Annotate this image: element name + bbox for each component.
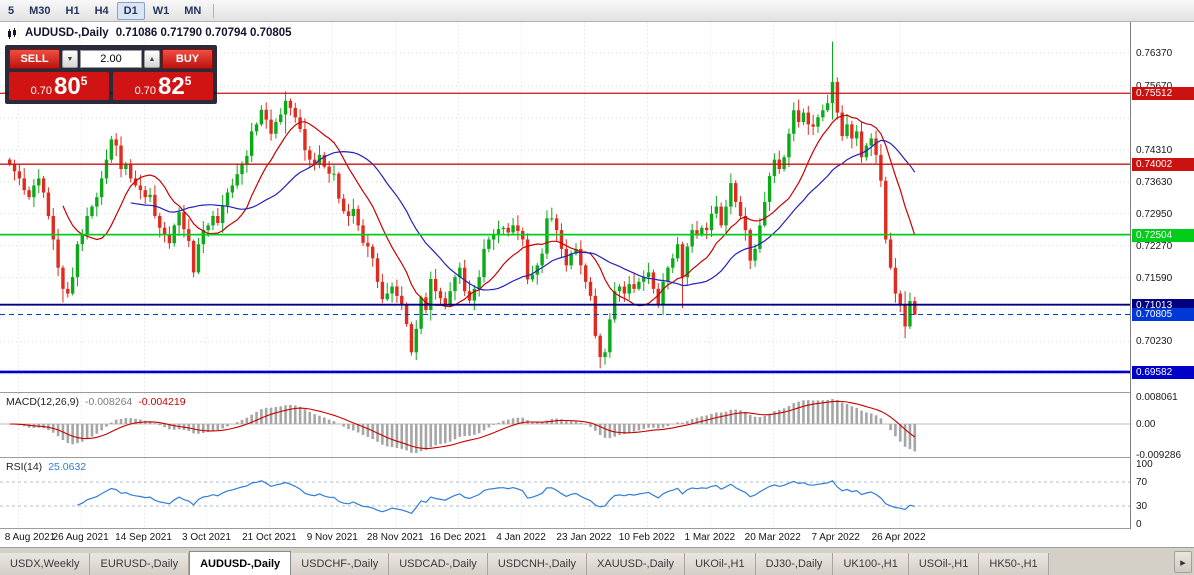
price-line-label: 0.69582 bbox=[1132, 366, 1194, 379]
price-line-label: 0.74002 bbox=[1132, 158, 1194, 171]
tab-usoil-h1[interactable]: USOil-,H1 bbox=[908, 553, 980, 575]
rsi-axis-label: 0 bbox=[1136, 519, 1142, 530]
rsi-axis-label: 100 bbox=[1136, 459, 1153, 470]
macd-pane[interactable] bbox=[0, 393, 1130, 457]
rsi-axis-label: 70 bbox=[1136, 477, 1148, 488]
date-label: 14 Sep 2021 bbox=[115, 532, 172, 543]
date-label: 21 Oct 2021 bbox=[242, 532, 297, 543]
tab-eurusd-daily[interactable]: EURUSD-,Daily bbox=[90, 553, 190, 575]
rsi-indicator-label: RSI(14) 25.0632 bbox=[6, 461, 86, 473]
tab-xauusd-daily[interactable]: XAUUSD-,Daily bbox=[587, 553, 686, 575]
volume-decrease-button[interactable]: ▼ bbox=[62, 50, 78, 68]
price-axis: 0.76370 0.75670 0.74310 0.73630 0.72950 0.722… bbox=[1130, 22, 1194, 530]
trade-panel-controls: SELL ▼ ▲ BUY bbox=[9, 49, 213, 69]
date-label: 8 Aug 2021 bbox=[4, 532, 56, 543]
volume-increase-button[interactable]: ▲ bbox=[144, 50, 160, 68]
date-axis: 8 Aug 2021 26 Aug 2021 14 Sep 2021 3 Oct 20… bbox=[0, 529, 1130, 547]
date-label: 3 Oct 2021 bbox=[181, 532, 231, 543]
sell-price-prefix: 0.70 bbox=[30, 85, 53, 97]
timeframe-toolbar: 5 M30 H1 H4 D1 W1 MN bbox=[0, 0, 1194, 22]
price-tick-label: 0.75670 bbox=[1132, 80, 1194, 93]
macd-name: MACD(12,26,9) bbox=[6, 396, 79, 408]
date-label: 26 Apr 2022 bbox=[871, 532, 926, 543]
date-label: 28 Nov 2021 bbox=[366, 532, 424, 543]
buy-price-sup: 5 bbox=[184, 74, 192, 88]
chart-tab-bar: USDX,Weekly EURUSD-,Daily AUDUSD-,Daily USD… bbox=[0, 547, 1194, 575]
chart-icon bbox=[8, 27, 16, 39]
rsi-pane[interactable] bbox=[0, 458, 1130, 528]
tab-usdx-weekly[interactable]: USDX,Weekly bbox=[0, 553, 91, 575]
macd-hist-value: -0.008264 bbox=[84, 396, 133, 408]
tab-scroll-right-button[interactable]: ▸ bbox=[1174, 551, 1192, 573]
rsi-value: 25.0632 bbox=[48, 461, 87, 473]
price-tick-label: 0.73630 bbox=[1136, 177, 1173, 188]
macd-axis-label: -0.009286 bbox=[1136, 450, 1182, 461]
date-label: 9 Nov 2021 bbox=[306, 532, 358, 543]
sell-button[interactable]: SELL bbox=[9, 49, 60, 69]
date-label: 26 Aug 2021 bbox=[52, 532, 109, 543]
price-line-label: 0.70805 bbox=[1132, 308, 1194, 321]
chart-region: 0.76370 0.75670 0.74310 0.73630 0.72950 0.722… bbox=[0, 22, 1194, 547]
tab-dj30-daily[interactable]: DJ30-,Daily bbox=[755, 553, 834, 575]
price-tick-label: 0.72950 bbox=[1136, 209, 1173, 220]
date-label: 16 Dec 2021 bbox=[429, 532, 487, 543]
volume-input[interactable] bbox=[80, 50, 142, 68]
timeframe-button-W1[interactable]: W1 bbox=[146, 2, 177, 20]
chart-title: AUDUSD-,Daily 0.71086 0.71790 0.70794 0.… bbox=[7, 27, 292, 39]
sell-price-sup: 5 bbox=[80, 74, 88, 88]
timeframe-button-H1[interactable]: H1 bbox=[59, 2, 87, 20]
tab-hk50-h1[interactable]: HK50-,H1 bbox=[979, 553, 1049, 575]
macd-indicator-label: MACD(12,26,9) -0.008264 -0.004219 bbox=[6, 396, 186, 408]
price-tick-label: 0.70230 bbox=[1136, 336, 1173, 347]
tab-audusd-daily[interactable]: AUDUSD-,Daily bbox=[189, 551, 292, 575]
buy-price-prefix: 0.70 bbox=[134, 85, 157, 97]
sell-price-display[interactable]: 0.70 80 5 bbox=[9, 72, 109, 100]
date-label: 20 Mar 2022 bbox=[744, 532, 801, 543]
tab-uk100-h1[interactable]: UK100-,H1 bbox=[833, 553, 909, 575]
buy-button[interactable]: BUY bbox=[162, 49, 213, 69]
price-tick-label: 0.74310 bbox=[1136, 145, 1173, 156]
trade-panel-prices: 0.70 80 5 0.70 82 5 bbox=[9, 72, 213, 100]
date-label: 23 Jan 2022 bbox=[556, 532, 612, 543]
tab-usdchf-daily[interactable]: USDCHF-,Daily bbox=[291, 553, 390, 575]
macd-signal-value: -0.004219 bbox=[138, 396, 186, 408]
timeframe-button-M30[interactable]: M30 bbox=[22, 2, 57, 20]
date-label: 1 Mar 2022 bbox=[684, 532, 736, 543]
symbol-title: AUDUSD-,Daily bbox=[25, 27, 109, 39]
timeframe-button-H4[interactable]: H4 bbox=[88, 2, 116, 20]
toolbar-separator bbox=[213, 3, 215, 18]
tab-ukoil-h1[interactable]: UKOil-,H1 bbox=[685, 553, 756, 575]
macd-axis-label: 0.008061 bbox=[1136, 392, 1178, 403]
pane-separator[interactable] bbox=[0, 392, 1194, 393]
price-tick-label: 0.76370 bbox=[1136, 48, 1173, 59]
date-label: 10 Feb 2022 bbox=[618, 532, 675, 543]
macd-axis-label: 0.00 bbox=[1136, 419, 1156, 430]
buy-price-display[interactable]: 0.70 82 5 bbox=[113, 72, 213, 100]
price-line-label: 0.72504 bbox=[1132, 229, 1194, 242]
timeframe-button-5[interactable]: 5 bbox=[1, 2, 21, 20]
price-tick-label: 0.72270 bbox=[1136, 241, 1173, 252]
tab-usdcad-daily[interactable]: USDCAD-,Daily bbox=[389, 553, 488, 575]
sell-price-big: 80 bbox=[54, 73, 81, 100]
timeframe-button-D1[interactable]: D1 bbox=[116, 1, 145, 20]
tab-usdcnh-daily[interactable]: USDCNH-,Daily bbox=[487, 553, 588, 575]
rsi-axis-label: 30 bbox=[1136, 501, 1148, 512]
timeframe-button-MN[interactable]: MN bbox=[177, 2, 208, 20]
pane-separator[interactable] bbox=[0, 457, 1194, 458]
pane-separator[interactable] bbox=[0, 528, 1194, 529]
price-line-label: 0.75512 bbox=[1132, 87, 1194, 100]
ohlc-values: 0.71086 0.71790 0.70794 0.70805 bbox=[115, 27, 292, 39]
buy-price-big: 82 bbox=[158, 73, 185, 100]
rsi-name: RSI(14) bbox=[6, 461, 43, 473]
price-tick-label: 0.71590 bbox=[1136, 273, 1173, 284]
date-label: 4 Jan 2022 bbox=[496, 532, 546, 543]
date-label: 7 Apr 2022 bbox=[811, 532, 860, 543]
